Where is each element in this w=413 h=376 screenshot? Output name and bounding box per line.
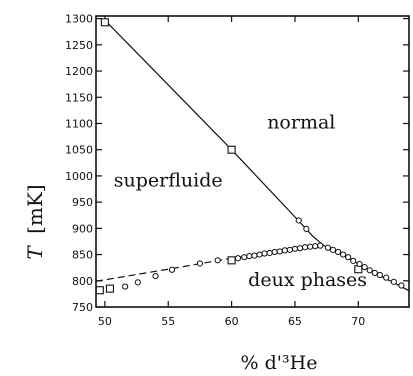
- y-axis-symbol: T: [23, 245, 47, 260]
- circle-marker: [345, 254, 352, 261]
- curves-layer: [95, 19, 410, 292]
- square-marker: [227, 145, 236, 154]
- y-tick-label: 1050: [65, 144, 93, 157]
- region-label: normal: [267, 112, 335, 134]
- circle-marker: [366, 267, 373, 274]
- circle-marker: [256, 251, 263, 258]
- phase-boundary-2: [95, 245, 325, 282]
- circle-marker: [152, 272, 159, 280]
- y-axis-unit: [mK]: [23, 184, 47, 234]
- x-tick-label: 50: [98, 315, 112, 328]
- circle-marker: [286, 246, 293, 253]
- y-tick-label: 800: [72, 275, 93, 288]
- circle-marker: [361, 264, 368, 271]
- circle-marker: [196, 260, 204, 267]
- circle-marker: [251, 252, 258, 259]
- circle-marker: [329, 246, 337, 253]
- y-tick-label: 1300: [65, 13, 93, 26]
- circle-marker: [246, 253, 253, 260]
- circle-marker: [295, 217, 302, 224]
- square-marker: [100, 18, 109, 27]
- y-tick-label: 1250: [65, 39, 93, 52]
- y-tick-label: 850: [72, 249, 93, 262]
- circle-marker: [334, 248, 342, 256]
- circle-marker: [214, 257, 221, 264]
- y-tick-label: 750: [72, 301, 93, 314]
- circle-marker: [301, 244, 309, 251]
- y-tick-label: 1200: [65, 65, 93, 78]
- circle-marker: [271, 248, 278, 256]
- x-tick-label: 55: [161, 315, 175, 328]
- x-tick-label: 65: [288, 315, 302, 328]
- circle-marker: [312, 243, 319, 250]
- circle-marker: [296, 245, 304, 252]
- circle-marker: [276, 248, 283, 255]
- y-tick-label: 900: [72, 222, 93, 235]
- circle-marker: [291, 245, 299, 252]
- x-tick-label: 60: [225, 315, 239, 328]
- circle-marker: [317, 242, 324, 249]
- circle-marker: [241, 254, 248, 261]
- x-axis-title: % d'³He: [241, 352, 318, 374]
- circle-marker: [281, 247, 288, 254]
- circle-marker: [122, 283, 129, 290]
- region-label: superfluide: [114, 169, 223, 191]
- circle-marker: [168, 266, 176, 273]
- circle-marker: [390, 278, 397, 285]
- square-marker: [227, 256, 236, 265]
- circle-marker: [371, 269, 378, 277]
- y-tick-label: 1000: [65, 170, 93, 183]
- circle-marker: [234, 255, 242, 262]
- circle-marker: [350, 257, 357, 264]
- region-labels-layer: normal superfluide deux phases: [114, 112, 367, 291]
- y-tick-label: 950: [72, 196, 93, 209]
- y-tick-label: 1100: [65, 117, 93, 130]
- circle-marker: [303, 225, 310, 232]
- plot-frame: [95, 15, 410, 308]
- circle-marker: [398, 282, 405, 289]
- axes-layer: 750 800 850 900 950 1000 1050 1100 1150 1200 1250 1…: [65, 13, 410, 328]
- circle-marker: [307, 243, 314, 250]
- circle-marker: [376, 271, 383, 279]
- square-marker: [95, 286, 104, 295]
- circle-marker: [266, 249, 273, 257]
- y-tick-label: 1150: [65, 91, 93, 104]
- circle-marker: [383, 274, 390, 281]
- circle-marker: [134, 279, 141, 286]
- circle-marker: [261, 250, 268, 257]
- markers-layer: [95, 18, 405, 295]
- region-label: deux phases: [248, 269, 367, 291]
- circle-marker: [340, 251, 347, 258]
- circle-marker: [356, 260, 363, 268]
- x-tick-label: 70: [351, 315, 365, 328]
- circle-marker: [324, 244, 331, 251]
- y-axis-title: T [mK]: [23, 184, 47, 259]
- square-marker: [105, 284, 114, 293]
